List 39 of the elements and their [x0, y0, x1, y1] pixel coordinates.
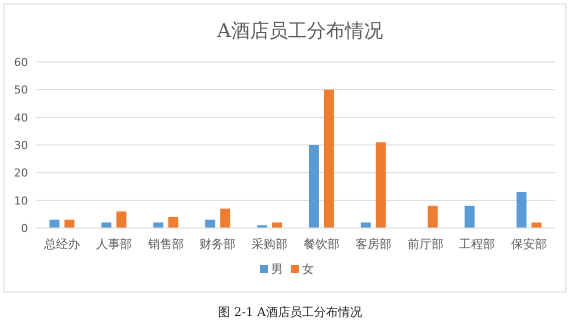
- bar: [376, 142, 386, 228]
- y-tick-label: 60: [14, 56, 28, 69]
- y-tick-label: 20: [14, 166, 28, 180]
- bar: [464, 206, 475, 228]
- bar: [116, 211, 126, 228]
- y-tick-label: 40: [14, 111, 28, 124]
- x-tick-label: 工程部: [459, 237, 496, 251]
- x-tick-label: 采购部: [252, 237, 288, 251]
- chart-title: A酒店员工分布情况: [216, 20, 383, 42]
- legend-label: 男: [271, 262, 283, 276]
- bar: [205, 220, 216, 228]
- x-tick-label: 餐饮部: [303, 237, 340, 251]
- bar: [428, 206, 438, 228]
- bar: [308, 145, 319, 228]
- x-tick-label: 财务部: [200, 237, 236, 251]
- bar: [168, 216, 178, 228]
- bar: [324, 90, 334, 228]
- legend-label: 女: [302, 262, 314, 276]
- bar: [516, 192, 527, 228]
- bar: [64, 220, 74, 228]
- bar: [153, 222, 164, 228]
- x-tick-label: 前厅部: [407, 237, 444, 251]
- bar: [532, 222, 542, 228]
- bar: [220, 208, 230, 228]
- x-tick-label: 销售部: [146, 237, 184, 251]
- x-tick-label: 总经办: [42, 237, 80, 251]
- caption: 图 2-1 A酒店员工分布情况: [218, 305, 362, 319]
- y-tick-label: 0: [21, 222, 28, 235]
- y-tick-label: 30: [14, 139, 28, 152]
- bar: [360, 222, 371, 228]
- bar: [49, 220, 60, 228]
- bar: [101, 222, 112, 228]
- y-tick-label: 10: [14, 194, 28, 208]
- y-tick-label: 50: [14, 84, 28, 97]
- bar: [272, 222, 282, 228]
- x-tick-label: 人事部: [96, 237, 132, 251]
- x-tick-label: 客房部: [355, 237, 392, 251]
- bar: [257, 225, 268, 228]
- x-tick-label: 保安部: [511, 237, 548, 251]
